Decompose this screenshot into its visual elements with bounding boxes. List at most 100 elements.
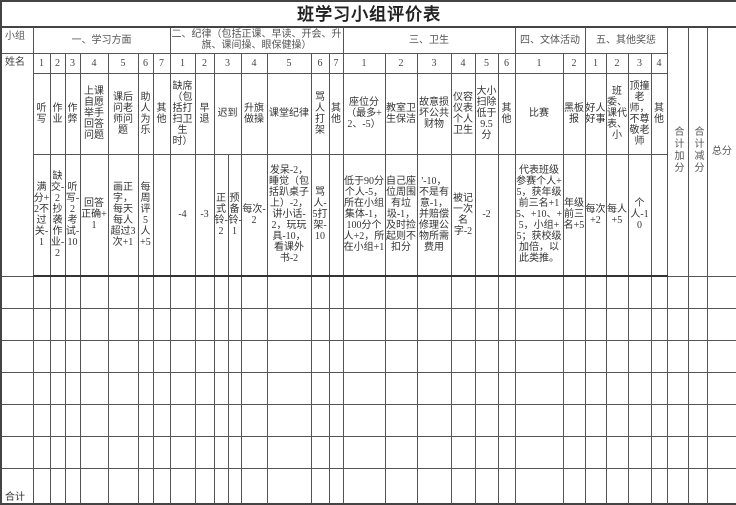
- entry-cell[interactable]: [328, 372, 344, 405]
- entry-cell[interactable]: [310, 404, 330, 437]
- entry-cell[interactable]: [107, 468, 139, 505]
- entry-cell[interactable]: [0, 372, 34, 405]
- entry-cell[interactable]: [384, 372, 418, 405]
- entry-cell[interactable]: [169, 404, 196, 437]
- entry-cell[interactable]: [562, 404, 586, 437]
- entry-cell[interactable]: [169, 468, 196, 505]
- entry-cell[interactable]: [310, 372, 330, 405]
- entry-cell[interactable]: [450, 340, 476, 373]
- entry-cell[interactable]: [342, 468, 386, 505]
- entry-cell[interactable]: [194, 275, 215, 309]
- entry-cell[interactable]: [687, 372, 708, 405]
- entry-cell[interactable]: [194, 340, 215, 373]
- entry-cell[interactable]: [64, 372, 81, 405]
- entry-cell[interactable]: [342, 372, 386, 405]
- entry-cell[interactable]: [584, 275, 607, 309]
- entry-cell[interactable]: [107, 308, 139, 341]
- entry-cell[interactable]: [64, 468, 81, 505]
- entry-cell[interactable]: [706, 308, 736, 341]
- entry-cell[interactable]: [152, 340, 171, 373]
- entry-cell[interactable]: [49, 404, 66, 437]
- entry-cell[interactable]: [169, 436, 196, 469]
- entry-cell[interactable]: [32, 404, 51, 437]
- entry-cell[interactable]: [627, 308, 652, 341]
- entry-cell[interactable]: [137, 436, 154, 469]
- entry-cell[interactable]: [497, 308, 516, 341]
- entry-cell[interactable]: [605, 436, 629, 469]
- entry-cell[interactable]: [687, 404, 708, 437]
- entry-cell[interactable]: [137, 404, 154, 437]
- entry-cell[interactable]: [706, 275, 736, 309]
- entry-cell[interactable]: [0, 404, 34, 437]
- entry-cell[interactable]: [342, 308, 386, 341]
- entry-cell[interactable]: [650, 372, 668, 405]
- entry-cell[interactable]: [266, 308, 312, 341]
- entry-cell[interactable]: [474, 340, 499, 373]
- entry-cell[interactable]: [666, 436, 689, 469]
- entry-cell[interactable]: [687, 308, 708, 341]
- entry-cell[interactable]: [650, 404, 668, 437]
- entry-cell[interactable]: [32, 275, 51, 309]
- entry-cell[interactable]: [605, 468, 629, 505]
- entry-cell[interactable]: [328, 436, 344, 469]
- entry-cell[interactable]: [240, 436, 268, 469]
- entry-cell[interactable]: [416, 404, 452, 437]
- entry-cell[interactable]: [497, 404, 516, 437]
- entry-cell[interactable]: [474, 436, 499, 469]
- entry-cell[interactable]: [0, 308, 34, 341]
- entry-cell[interactable]: [706, 436, 736, 469]
- entry-cell[interactable]: [310, 275, 330, 309]
- entry-cell[interactable]: [666, 404, 689, 437]
- entry-cell[interactable]: [474, 468, 499, 505]
- entry-cell[interactable]: [137, 372, 154, 405]
- entry-cell[interactable]: [497, 436, 516, 469]
- entry-cell[interactable]: [514, 436, 564, 469]
- entry-cell[interactable]: [687, 436, 708, 469]
- entry-cell[interactable]: [666, 468, 689, 505]
- entry-cell[interactable]: [152, 404, 171, 437]
- entry-cell[interactable]: [64, 275, 81, 309]
- entry-cell[interactable]: [137, 340, 154, 373]
- entry-cell[interactable]: [32, 468, 51, 505]
- entry-cell[interactable]: [706, 372, 736, 405]
- entry-cell[interactable]: [666, 372, 689, 405]
- entry-cell[interactable]: [328, 275, 344, 309]
- entry-cell[interactable]: [474, 275, 499, 309]
- entry-cell[interactable]: [562, 308, 586, 341]
- entry-cell[interactable]: [310, 468, 330, 505]
- entry-cell[interactable]: [384, 275, 418, 309]
- entry-cell[interactable]: [79, 436, 109, 469]
- entry-cell[interactable]: [342, 436, 386, 469]
- entry-cell[interactable]: [310, 340, 330, 373]
- entry-cell[interactable]: [384, 340, 418, 373]
- entry-cell[interactable]: [627, 372, 652, 405]
- entry-cell[interactable]: [169, 340, 196, 373]
- entry-cell[interactable]: [49, 275, 66, 309]
- entry-cell[interactable]: [107, 275, 139, 309]
- entry-cell[interactable]: [687, 468, 708, 505]
- entry-cell[interactable]: [342, 340, 386, 373]
- entry-cell[interactable]: [328, 340, 344, 373]
- entry-cell[interactable]: [152, 308, 171, 341]
- entry-cell[interactable]: [450, 308, 476, 341]
- entry-cell[interactable]: [266, 340, 312, 373]
- entry-cell[interactable]: [584, 308, 607, 341]
- entry-cell[interactable]: [32, 308, 51, 341]
- entry-cell[interactable]: [384, 468, 418, 505]
- entry-cell[interactable]: [666, 308, 689, 341]
- entry-cell[interactable]: [627, 404, 652, 437]
- entry-cell[interactable]: [194, 436, 215, 469]
- entry-cell[interactable]: [562, 372, 586, 405]
- entry-cell[interactable]: [49, 468, 66, 505]
- entry-cell[interactable]: [213, 340, 229, 373]
- entry-cell[interactable]: [497, 340, 516, 373]
- entry-cell[interactable]: [49, 308, 66, 341]
- entry-cell[interactable]: [450, 404, 476, 437]
- entry-cell[interactable]: [266, 372, 312, 405]
- entry-cell[interactable]: [107, 340, 139, 373]
- entry-cell[interactable]: [227, 275, 242, 309]
- entry-cell[interactable]: [240, 468, 268, 505]
- entry-cell[interactable]: [79, 468, 109, 505]
- entry-cell[interactable]: [650, 275, 668, 309]
- entry-cell[interactable]: [240, 340, 268, 373]
